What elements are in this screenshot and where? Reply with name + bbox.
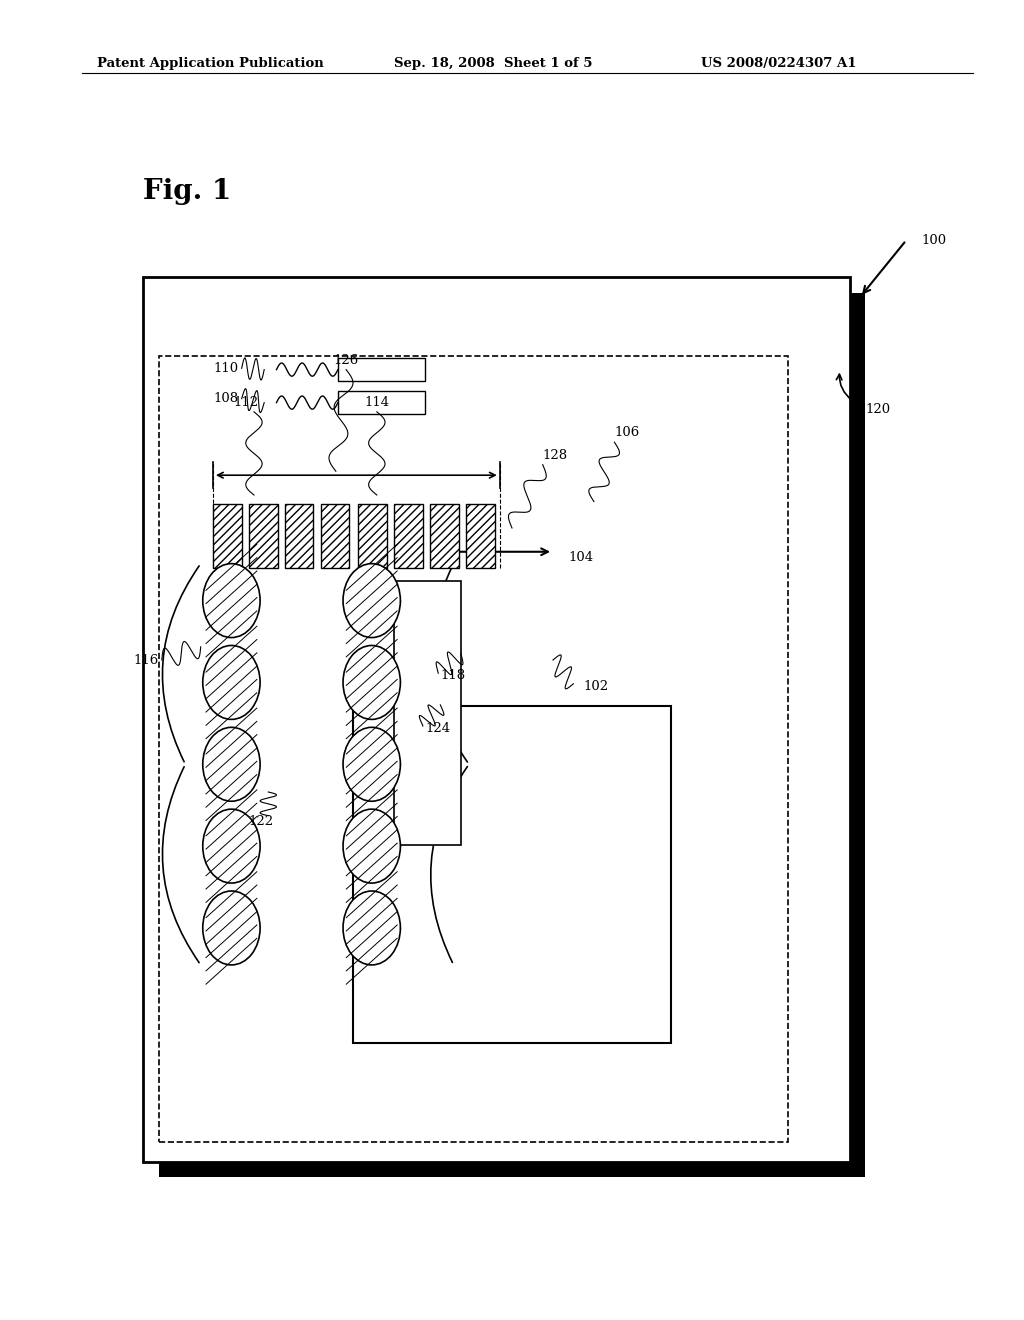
Circle shape [203, 564, 260, 638]
Circle shape [203, 809, 260, 883]
Bar [249, 504, 278, 568]
Text: 116: 116 [133, 653, 159, 667]
Circle shape [343, 564, 400, 638]
Circle shape [203, 645, 260, 719]
Text: Fig. 1: Fig. 1 [143, 178, 231, 205]
Text: US 2008/0224307 A1: US 2008/0224307 A1 [701, 57, 857, 70]
Circle shape [343, 727, 400, 801]
Bar [285, 504, 313, 568]
Text: 126: 126 [334, 354, 358, 367]
Bar [338, 358, 425, 381]
Text: 118: 118 [440, 669, 466, 682]
Text: 106: 106 [614, 426, 640, 440]
Bar [338, 391, 425, 414]
FancyBboxPatch shape [159, 293, 865, 1177]
Bar [321, 504, 349, 568]
Text: Patent Application Publication: Patent Application Publication [97, 57, 324, 70]
Text: 102: 102 [584, 680, 609, 693]
Text: 108: 108 [213, 392, 239, 405]
Bar [213, 504, 242, 568]
Bar [394, 504, 423, 568]
FancyBboxPatch shape [353, 706, 671, 1043]
Text: 124: 124 [425, 722, 451, 735]
Text: 114: 114 [365, 396, 389, 409]
Text: 120: 120 [865, 403, 891, 416]
Text: 100: 100 [922, 234, 947, 247]
Circle shape [343, 645, 400, 719]
Bar [358, 504, 387, 568]
Circle shape [343, 809, 400, 883]
Text: 104: 104 [568, 550, 594, 564]
Circle shape [343, 891, 400, 965]
Text: Sep. 18, 2008  Sheet 1 of 5: Sep. 18, 2008 Sheet 1 of 5 [394, 57, 593, 70]
Text: 110: 110 [213, 362, 239, 375]
Bar [466, 504, 495, 568]
Bar [430, 504, 459, 568]
Text: 128: 128 [543, 449, 568, 462]
Circle shape [203, 727, 260, 801]
Bar [394, 581, 461, 845]
Text: 122: 122 [249, 814, 273, 828]
Circle shape [203, 891, 260, 965]
FancyBboxPatch shape [143, 277, 850, 1162]
Text: 112: 112 [233, 396, 258, 409]
